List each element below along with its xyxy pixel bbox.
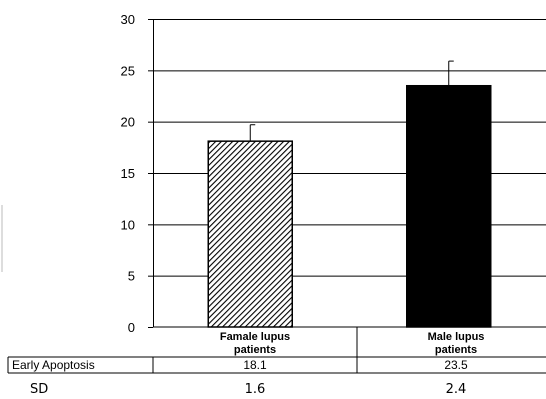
value-label-1: 23.5 bbox=[444, 358, 468, 372]
error-bars bbox=[249, 60, 454, 142]
sd-value-0: 1.6 bbox=[245, 382, 266, 397]
y-tick-label-0: 0 bbox=[128, 320, 135, 335]
y-tick-label-20: 20 bbox=[121, 115, 135, 130]
y-tick-label-10: 10 bbox=[121, 217, 135, 232]
category-label-1-line2: patients bbox=[435, 344, 477, 356]
y-tick-label-5: 5 bbox=[128, 269, 135, 284]
category-label-1-line1: Male lupus bbox=[428, 331, 485, 343]
value-label-0: 18.1 bbox=[243, 358, 267, 372]
y-tick-label-30: 30 bbox=[121, 12, 135, 27]
sd-label: SD bbox=[30, 382, 48, 397]
y-axis: 0 5 10 15 20 25 30 bbox=[121, 12, 154, 335]
bar-1 bbox=[406, 84, 492, 328]
y-tick-label-15: 15 bbox=[121, 166, 135, 181]
data-table: Famale lupus patients Male lupus patient… bbox=[7, 326, 546, 397]
bars bbox=[207, 84, 492, 328]
sd-value-1: 2.4 bbox=[446, 382, 467, 397]
y-tick-label-25: 25 bbox=[121, 63, 135, 78]
category-label-0-line2: patients bbox=[234, 344, 276, 356]
bar-0 bbox=[207, 140, 293, 328]
category-label-0-line1: Famale lupus bbox=[220, 331, 290, 343]
series-name-label: Early Apoptosis bbox=[12, 358, 95, 372]
